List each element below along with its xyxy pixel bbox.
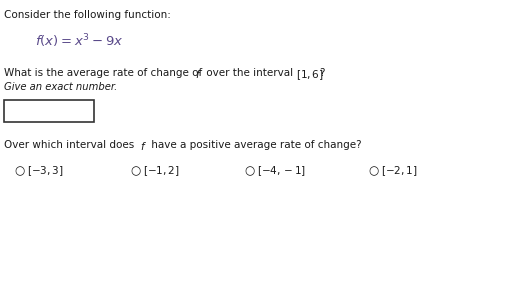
Text: over the interval: over the interval bbox=[203, 68, 296, 78]
Text: have a positive average rate of change?: have a positive average rate of change? bbox=[148, 140, 361, 150]
Text: $[-4, -1]$: $[-4, -1]$ bbox=[257, 164, 306, 178]
Text: ○: ○ bbox=[368, 164, 378, 177]
Text: Over which interval does: Over which interval does bbox=[4, 140, 138, 150]
Text: ○: ○ bbox=[14, 164, 24, 177]
Text: $[-2, 1]$: $[-2, 1]$ bbox=[381, 164, 417, 178]
Text: ○: ○ bbox=[130, 164, 140, 177]
Text: Consider the following function:: Consider the following function: bbox=[4, 10, 171, 20]
Text: $[-1, 2]$: $[-1, 2]$ bbox=[143, 164, 180, 178]
Text: $[1, 6]$: $[1, 6]$ bbox=[296, 68, 324, 82]
Text: $f(x) = x^3 - 9x$: $f(x) = x^3 - 9x$ bbox=[35, 32, 123, 50]
Text: Give an exact number.: Give an exact number. bbox=[4, 82, 117, 92]
Text: ○: ○ bbox=[244, 164, 254, 177]
Text: $f$: $f$ bbox=[140, 140, 147, 152]
Bar bbox=[4, 100, 94, 122]
Text: ?: ? bbox=[319, 68, 325, 78]
Text: $[-3, 3]$: $[-3, 3]$ bbox=[27, 164, 63, 178]
Text: What is the average rate of change of: What is the average rate of change of bbox=[4, 68, 205, 78]
Text: $f$: $f$ bbox=[195, 68, 202, 80]
